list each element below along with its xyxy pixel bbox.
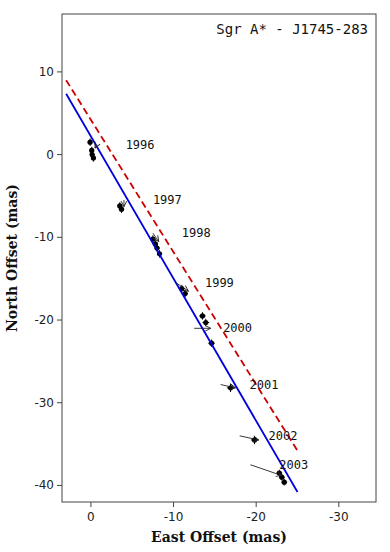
year-label: 1997 [153, 193, 182, 207]
fit-line [66, 80, 297, 451]
x-tick-label: -20 [246, 510, 266, 524]
year-label: 2003 [279, 458, 308, 472]
year-label: 1996 [126, 138, 155, 152]
annotation-arrow [221, 385, 236, 388]
x-tick-label: -30 [329, 510, 349, 524]
x-tick-label: -10 [164, 510, 184, 524]
y-tick-label: 0 [46, 148, 54, 162]
title: Sgr A* - J1745-283 [216, 21, 368, 37]
y-tick-label: -10 [34, 230, 54, 244]
data-point [87, 140, 92, 145]
y-tick [57, 320, 62, 321]
y-tick-label: -40 [34, 478, 54, 492]
annotation-arrow [123, 200, 124, 207]
y-tick [57, 71, 62, 72]
data-point [119, 207, 124, 212]
point-group [199, 312, 215, 347]
annotation-arrow [176, 283, 188, 291]
point-group [117, 202, 124, 213]
fit-line [66, 94, 297, 492]
year-label: 1999 [205, 276, 234, 290]
annotation-arrow [240, 436, 259, 440]
year-label: 2000 [223, 321, 252, 335]
x-tick [90, 502, 91, 507]
year-label: 2001 [250, 378, 279, 392]
point-group [227, 384, 234, 392]
y-axis-label: North Offset (mas) [4, 184, 20, 332]
chart: 0 -10 -20 -30 10 0 -10 -20 -30 -40 East Offset (ma… [0, 0, 390, 552]
axes: 0 -10 -20 -30 10 0 -10 -20 -30 -40 [34, 65, 348, 524]
y-tick-label: -20 [34, 313, 54, 327]
y-tick [57, 402, 62, 403]
plot-data [66, 80, 297, 492]
data-point [91, 155, 96, 160]
plot-frame [62, 14, 376, 502]
annotation-arrow [194, 328, 211, 329]
annotations: 1996 1997 1998 1999 2000 2001 2002 2003 [95, 138, 308, 476]
annotation-arrow [153, 233, 159, 241]
y-tick [57, 485, 62, 486]
annotation-arrow [250, 465, 281, 476]
plot-area [62, 14, 376, 502]
data-point [203, 320, 208, 325]
y-tick-label: -30 [34, 396, 54, 410]
x-axis-label: East Offset (mas) [151, 529, 287, 545]
y-tick [57, 237, 62, 238]
y-tick [57, 154, 62, 155]
x-tick [173, 502, 174, 507]
data-point [252, 437, 257, 442]
data-point [282, 480, 287, 485]
year-label: 1998 [182, 226, 211, 240]
y-tick-label: 10 [39, 65, 54, 79]
x-tick [256, 502, 257, 507]
x-tick [338, 502, 339, 507]
data-point [200, 313, 205, 318]
annotation-arrow [95, 145, 97, 148]
x-tick-label: 0 [87, 510, 95, 524]
year-label: 2002 [269, 429, 298, 443]
